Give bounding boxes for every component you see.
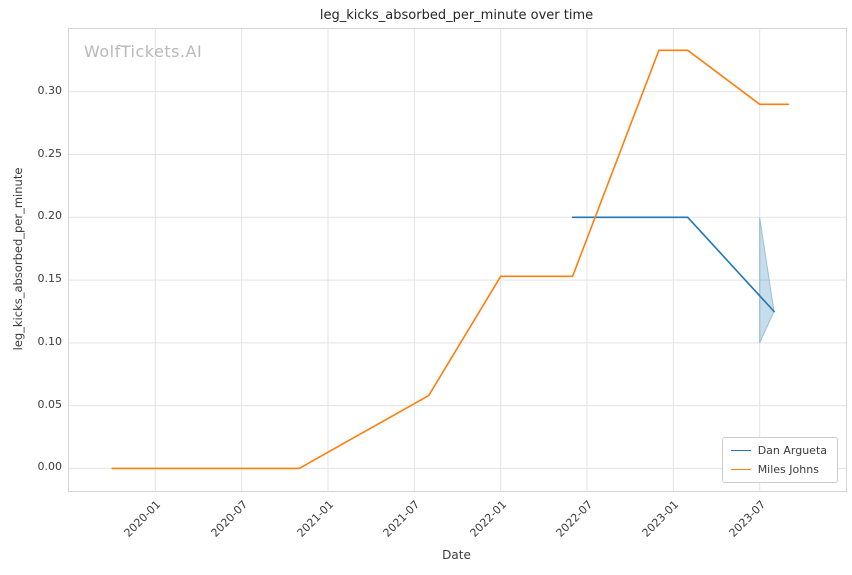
y-tick-label: 0.20 xyxy=(37,209,63,223)
y-tick-label: 0.15 xyxy=(37,272,63,286)
legend-line-swatch xyxy=(730,469,751,470)
legend-label: Dan Argueta xyxy=(757,444,827,457)
confidence-band xyxy=(759,217,775,344)
legend-entry: Miles Johns xyxy=(730,463,827,476)
watermark: WolfTickets.AI xyxy=(84,42,203,61)
y-axis-label: leg_kicks_absorbed_per_minute xyxy=(11,167,25,351)
y-tick-label: 0.00 xyxy=(37,460,63,474)
series-line xyxy=(571,216,775,313)
plot-area xyxy=(68,28,847,492)
chart-title: leg_kicks_absorbed_per_minute over time xyxy=(319,8,594,23)
series-line xyxy=(111,49,790,470)
legend-entry: Dan Argueta xyxy=(730,444,827,457)
legend-label: Miles Johns xyxy=(757,463,819,476)
y-tick-label: 0.25 xyxy=(37,146,63,160)
x-axis-label: Date xyxy=(442,548,471,562)
legend: Dan Argueta Miles Johns xyxy=(721,437,838,483)
y-tick-label: 0.05 xyxy=(37,397,63,411)
legend-line-swatch xyxy=(730,450,751,451)
plot-canvas xyxy=(69,29,846,491)
y-tick-label: 0.10 xyxy=(37,334,63,348)
y-tick-label: 0.30 xyxy=(37,83,63,97)
